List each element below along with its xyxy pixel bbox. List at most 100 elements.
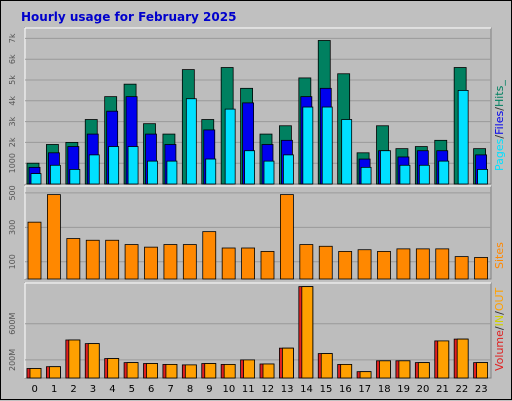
sites-bar [182, 244, 197, 280]
hits-panel-tick-label: 5k [8, 75, 17, 85]
hits-panel-tick-label: 6k [8, 54, 17, 64]
sites-panel-right-label-part: Sites [493, 242, 506, 269]
sites-bar [299, 244, 314, 280]
out-bar [243, 359, 255, 379]
pages-bar [205, 158, 217, 185]
hour-label: 17 [358, 384, 371, 395]
volume-panel-right-label-part: OUT [493, 287, 506, 311]
out-bar [379, 360, 391, 379]
pages-bar [341, 119, 353, 185]
hits-panel-right-label-part: / [493, 135, 506, 139]
hour-label: 14 [300, 384, 313, 395]
sites-bar [47, 194, 61, 280]
hits-panel-tick-label: 1000 [8, 153, 17, 173]
hour-label: 22 [456, 384, 469, 395]
pages-bar [321, 106, 333, 185]
sites-bar [27, 221, 42, 280]
sites-bar [202, 231, 217, 280]
hour-label: 3 [90, 384, 96, 395]
hour-label: 18 [378, 384, 391, 395]
sites-bar [105, 239, 120, 280]
hour-label: 23 [475, 384, 488, 395]
sites-bar [163, 244, 178, 280]
pages-bar [399, 164, 411, 185]
volume-panel-tick-label: 200M [8, 349, 17, 371]
volume-panel [24, 282, 492, 379]
pages-bar [185, 98, 197, 185]
hour-label: 11 [242, 384, 255, 395]
out-bar [184, 364, 197, 379]
hour-label: 13 [281, 384, 294, 395]
out-bar [398, 360, 411, 379]
hits-panel-right-label-part: Files [493, 110, 506, 134]
sites-bar [415, 248, 430, 280]
hour-label: 10 [223, 384, 236, 395]
out-bar [301, 286, 314, 379]
out-bar [417, 362, 430, 379]
pages-bar [108, 146, 120, 185]
out-bar [223, 364, 236, 379]
out-bar [282, 347, 294, 379]
pages-bar [166, 160, 178, 185]
hour-label: 16 [339, 384, 352, 395]
hits-panel-tick-label: 7k [8, 33, 17, 43]
sites-panel [24, 185, 492, 280]
sites-bar [144, 246, 158, 280]
pages-bar [477, 169, 488, 185]
pages-bar [360, 166, 372, 185]
out-bar [437, 340, 450, 379]
pages-bar [147, 160, 158, 185]
pages-bar [438, 160, 450, 185]
sites-bar [318, 245, 333, 280]
hits-panel-right-label-part: / [493, 107, 506, 111]
hits-panel-tick-label: 4k [8, 96, 17, 106]
hour-label: 4 [109, 384, 115, 395]
volume-panel-right-label-part: Volume [493, 330, 506, 371]
pages-bar [418, 164, 430, 185]
out-bar [29, 368, 42, 379]
hour-label: 20 [417, 384, 430, 395]
out-bar [340, 364, 353, 379]
volume-panel-right-label-part: / [493, 326, 506, 330]
pages-bar [30, 173, 42, 185]
out-bar [107, 358, 120, 379]
hour-label: 8 [187, 384, 193, 395]
sites-bar [221, 247, 236, 280]
hits-panel-right-label-part: Hits_ [493, 80, 506, 107]
volume-panel-right-label-part: / [493, 311, 506, 315]
hits-panel-right-label: Pages/Files/Hits_ [493, 80, 506, 171]
hour-label: 5 [129, 384, 135, 395]
sites-bar [454, 256, 469, 280]
out-bar [476, 362, 488, 379]
hour-label: 21 [436, 384, 449, 395]
sites-panel-tick-label: 500 [8, 185, 17, 200]
out-bar [87, 343, 100, 379]
out-bar [49, 366, 61, 379]
pages-bar [50, 164, 61, 185]
sites-bar [66, 238, 81, 280]
sites-bar [338, 251, 353, 280]
sites-bar [474, 257, 488, 280]
sites-panel-tick-label: 100 [8, 254, 17, 269]
hour-label: 0 [32, 384, 38, 395]
out-bar [204, 363, 217, 379]
hour-label: 19 [397, 384, 410, 395]
sites-panel-tick-label: 300 [8, 220, 17, 235]
pages-bar [69, 169, 81, 185]
chart-title: Hourly usage for February 2025 [21, 10, 236, 24]
hits-panel-tick-label: 3k [8, 116, 17, 126]
hour-label: 12 [261, 384, 274, 395]
pages-bar [263, 160, 275, 185]
pages-bar [88, 154, 100, 185]
sites-panel-right-label: Sites [493, 242, 506, 269]
volume-panel-right-label-part: IN [493, 315, 506, 326]
hits-panel-tick-label: 2k [8, 137, 17, 147]
hits-panel [24, 27, 492, 185]
hour-label: 9 [206, 384, 212, 395]
pages-bar [457, 90, 469, 185]
out-bar [146, 363, 158, 379]
sites-bar [357, 249, 372, 280]
sites-bar [260, 251, 275, 280]
pages-bar [302, 106, 314, 185]
